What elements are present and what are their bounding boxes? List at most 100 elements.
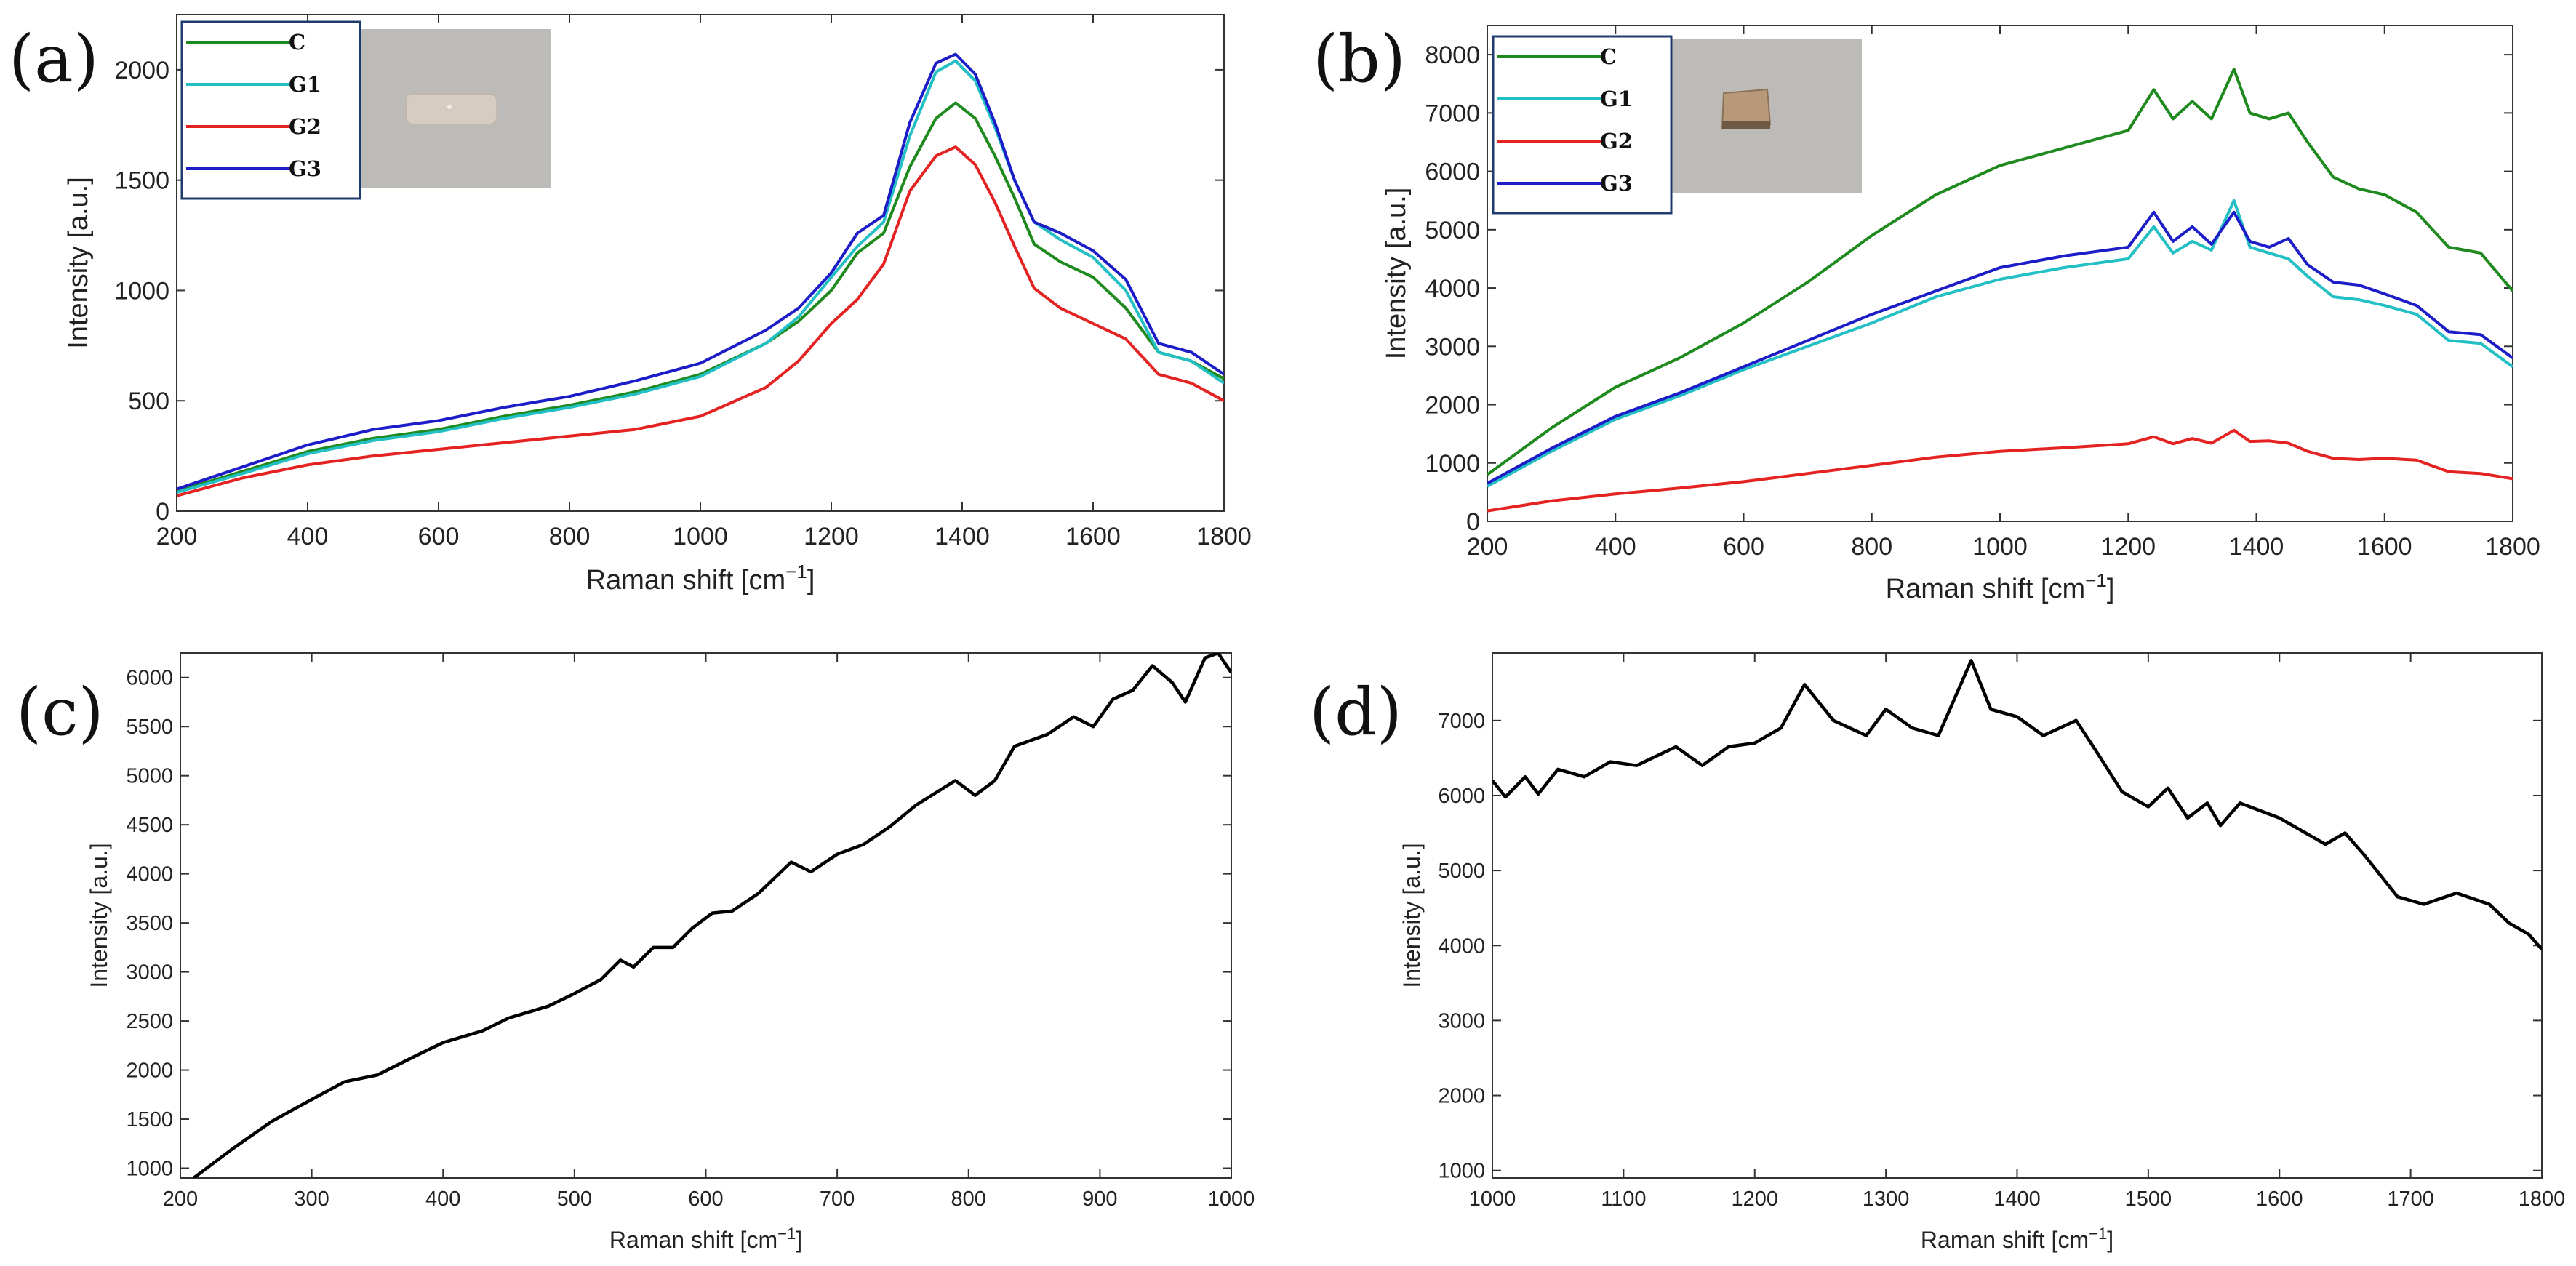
- chart-d-x-tick-label: 1600: [2256, 1187, 2303, 1211]
- chart-b-series-g1-line: [1487, 199, 2513, 488]
- chart-b-x-tick-label: 1400: [2229, 533, 2284, 561]
- chart-b-sample-shadow-edge: [1722, 121, 1770, 129]
- chart-c-x-axis-title: Raman shift [cm−1]: [609, 1225, 802, 1253]
- chart-panel-c: 200 300 400 500 600 700 800 900 1000 1000 1500 2000…: [86, 652, 1255, 1253]
- chart-d-y-tick-label: 4000: [1438, 934, 1485, 958]
- chart-c-y-tick-label: 2500: [126, 1010, 173, 1033]
- chart-b-x-tick-label: 1200: [2100, 533, 2156, 561]
- chart-a-sample-highlight: [447, 105, 452, 109]
- chart-b-y-tick-label: 7000: [1425, 100, 1480, 127]
- chart-c-x-tick-label: 600: [688, 1187, 723, 1211]
- chart-a-x-tick-label: 200: [156, 523, 198, 550]
- chart-d-plot-frame: [1492, 652, 2543, 1179]
- chart-b-y-tick-label: 0: [1466, 508, 1480, 536]
- chart-d-x-tick-label: 1200: [1731, 1187, 1778, 1211]
- chart-d-y-tick-label: 1000: [1438, 1160, 1485, 1183]
- chart-d-y-tick-label: 6000: [1438, 785, 1485, 808]
- chart-d-y-tick-label: 7000: [1438, 710, 1485, 733]
- chart-c-y-tick-label: 5500: [126, 716, 173, 739]
- chart-b-series-c-line: [1487, 68, 2513, 476]
- chart-b-legend-box: [1492, 35, 1673, 215]
- chart-c-x-tick-label: 900: [1082, 1187, 1117, 1211]
- chart-c-y-tick-label: 2000: [126, 1059, 173, 1083]
- chart-b-y-tick-label: 2000: [1425, 392, 1480, 420]
- chart-a-legend-label-g3: G3: [289, 156, 321, 181]
- chart-b-y-tick-label: 8000: [1425, 41, 1480, 69]
- chart-a-x-tick-label: 1000: [673, 523, 728, 550]
- chart-a-y-axis-title: Intensity [a.u.]: [63, 177, 94, 349]
- chart-b-x-tick-label: 1600: [2357, 533, 2412, 561]
- chart-b-series-g2-line: [1487, 428, 2513, 513]
- chart-b-y-tick-label: 6000: [1425, 159, 1480, 186]
- chart-b-series-g3-line: [1487, 210, 2513, 485]
- chart-b-x-axis-title: Raman shift [cm−1]: [1886, 569, 2115, 604]
- chart-a-x-axis-title: Raman shift [cm−1]: [586, 561, 815, 596]
- chart-a-x-tick-label: 1800: [1196, 523, 1252, 550]
- chart-c-y-tick-label: 4000: [126, 863, 173, 886]
- chart-panel-b: 200 400 600 800 1000 1200 1400 1600 1800 0 1000 200…: [1381, 25, 2540, 604]
- chart-b-x-tick-label: 600: [1723, 533, 1764, 561]
- chart-a-y-tick-label: 1500: [114, 167, 169, 195]
- panel-label-b: (b): [1313, 21, 1406, 97]
- chart-b-y-tick-label: 3000: [1425, 333, 1480, 361]
- chart-c-x-tick-label: 700: [820, 1187, 855, 1211]
- chart-a-x-tick-label: 600: [418, 523, 460, 550]
- chart-a-y-tick-label: 500: [128, 388, 169, 415]
- chart-d-y-tick-label: 5000: [1438, 860, 1485, 883]
- chart-a-series-g3-line: [177, 52, 1224, 491]
- chart-d-x-tick-label: 1700: [2387, 1187, 2434, 1211]
- chart-b-x-tick-label: 400: [1595, 533, 1636, 561]
- chart-a-x-tick-label: 1400: [935, 523, 990, 550]
- chart-d-x-tick-label: 1800: [2519, 1187, 2566, 1211]
- chart-d-series-difference-line: [1492, 659, 2542, 950]
- chart-d-y-axis-title: Intensity [a.u.]: [1399, 843, 1425, 987]
- chart-a-series-g1-line: [177, 59, 1224, 494]
- chart-a-x-tick-label: 1600: [1065, 523, 1121, 550]
- chart-c-plot-frame: [180, 652, 1232, 1179]
- chart-c-x-tick-label: 300: [294, 1187, 329, 1211]
- chart-c-y-tick-label: 4500: [126, 814, 173, 837]
- chart-d-x-tick-label: 1400: [1993, 1187, 2041, 1211]
- chart-d-x-tick-label: 1100: [1601, 1187, 1646, 1211]
- chart-a-y-tick-label: 2000: [114, 57, 169, 84]
- chart-a-legend-label-g1: G1: [289, 72, 321, 97]
- chart-b-x-tick-label: 1000: [1972, 533, 2028, 561]
- chart-c-y-tick-label: 3500: [126, 912, 173, 935]
- chart-c-x-tick-label: 500: [557, 1187, 592, 1211]
- chart-a-legend-label-c: C: [289, 30, 305, 55]
- chart-b-legend-label-g2: G2: [1600, 129, 1633, 153]
- chart-c-x-tick-label: 800: [951, 1187, 986, 1211]
- chart-d-y-tick-label: 3000: [1438, 1009, 1485, 1033]
- chart-a-legend-box: [180, 20, 361, 200]
- chart-a-series-c-line: [177, 101, 1224, 493]
- chart-c-y-tick-label: 1500: [126, 1108, 173, 1131]
- panel-label-a: (a): [9, 21, 99, 97]
- chart-d-x-tick-label: 1300: [1863, 1187, 1910, 1211]
- chart-b-legend-label-g3: G3: [1600, 171, 1633, 196]
- chart-a-sample-specimen: [405, 93, 497, 125]
- chart-c-y-tick-label: 6000: [126, 667, 173, 690]
- chart-panel-a: 200 400 600 800 1000 1200 1400 1600 1800 0 500 1000…: [63, 14, 1252, 596]
- panel-label-d: (d): [1309, 674, 1402, 750]
- chart-c-x-tick-label: 400: [425, 1187, 460, 1211]
- chart-panel-d: 1000 1100 1200 1300 1400 1500 1600 1700 1800 1000…: [1399, 652, 2566, 1253]
- chart-c-y-tick-label: 5000: [126, 765, 173, 788]
- chart-a-legend-label-g2: G2: [289, 114, 321, 139]
- chart-b-x-tick-label: 1800: [2485, 533, 2540, 561]
- chart-c-x-tick-label: 1000: [1208, 1187, 1255, 1211]
- chart-b-legend-label-g1: G1: [1600, 87, 1633, 111]
- chart-c-y-axis-title: Intensity [a.u.]: [86, 843, 112, 987]
- chart-a-x-tick-label: 800: [549, 523, 591, 550]
- chart-b-x-tick-label: 800: [1851, 533, 1892, 561]
- chart-b-y-tick-label: 5000: [1425, 217, 1480, 244]
- chart-a-x-tick-label: 400: [287, 523, 329, 550]
- chart-b-y-tick-label: 4000: [1425, 275, 1480, 303]
- chart-b-y-tick-label: 1000: [1425, 450, 1480, 478]
- chart-c-x-tick-label: 200: [163, 1187, 198, 1211]
- chart-a-x-tick-label: 1200: [804, 523, 859, 550]
- panel-label-c: (c): [16, 674, 104, 750]
- chart-d-y-tick-label: 2000: [1438, 1085, 1485, 1108]
- chart-a-series-g2-line: [177, 145, 1224, 497]
- chart-a-y-tick-label: 1000: [114, 277, 169, 305]
- chart-d-x-tick-label: 1500: [2125, 1187, 2172, 1211]
